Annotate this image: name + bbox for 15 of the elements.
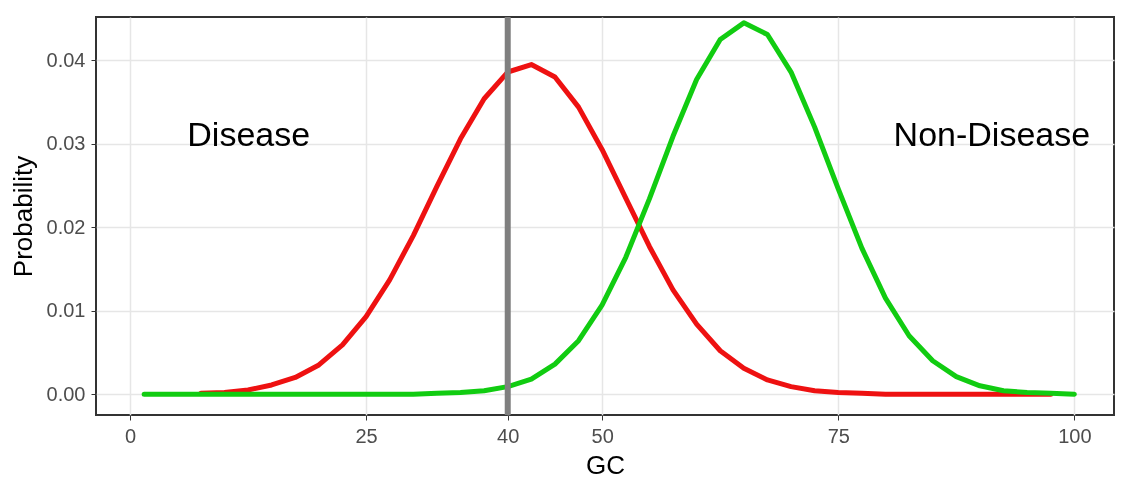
x-tick-label: 0: [124, 424, 137, 447]
x-tick-label: 75: [827, 424, 850, 447]
annotation: Non-Disease: [893, 115, 1091, 154]
y-tick-label: 0.01: [46, 299, 86, 322]
annotation: Disease: [187, 115, 311, 154]
y-tick-label: 0.02: [46, 215, 86, 238]
x-tick-label: 100: [1058, 424, 1092, 447]
x-tick-label: 40: [497, 424, 520, 447]
y-axis-title: Probability: [7, 155, 38, 278]
y-tick-label: 0.03: [46, 132, 86, 155]
x-tick-label: 25: [355, 424, 378, 447]
y-tick-label: 0.04: [46, 48, 86, 71]
x-tick-label: 50: [591, 424, 614, 447]
y-tick-label: 0.00: [46, 382, 86, 405]
x-axis-title: GC: [586, 449, 625, 480]
